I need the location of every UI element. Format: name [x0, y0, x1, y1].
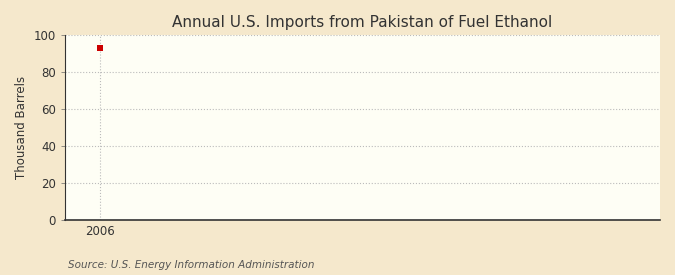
Y-axis label: Thousand Barrels: Thousand Barrels	[15, 76, 28, 179]
Text: Source: U.S. Energy Information Administration: Source: U.S. Energy Information Administ…	[68, 260, 314, 270]
Title: Annual U.S. Imports from Pakistan of Fuel Ethanol: Annual U.S. Imports from Pakistan of Fue…	[172, 15, 553, 30]
